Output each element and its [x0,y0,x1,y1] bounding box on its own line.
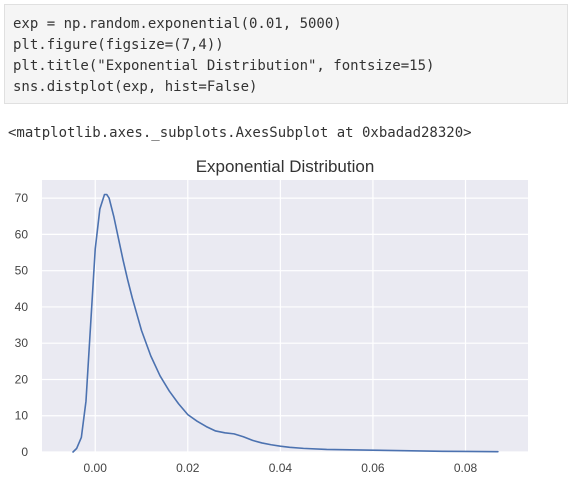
x-tick-label: 0.02 [176,461,200,475]
x-tick-label: 0.06 [361,461,385,475]
chart-title: Exponential Distribution [196,157,375,176]
y-tick-label: 0 [21,445,28,459]
y-tick-label: 10 [15,409,29,423]
x-tick-label: 0.00 [84,461,108,475]
y-tick-label: 20 [15,372,29,386]
y-tick-label: 70 [15,191,29,205]
x-tick-label: 0.08 [454,461,478,475]
y-tick-label: 40 [15,300,29,314]
y-tick-label: 50 [15,264,29,278]
x-tick-label: 0.04 [269,461,293,475]
y-tick-label: 30 [15,336,29,350]
y-tick-label: 60 [15,227,29,241]
